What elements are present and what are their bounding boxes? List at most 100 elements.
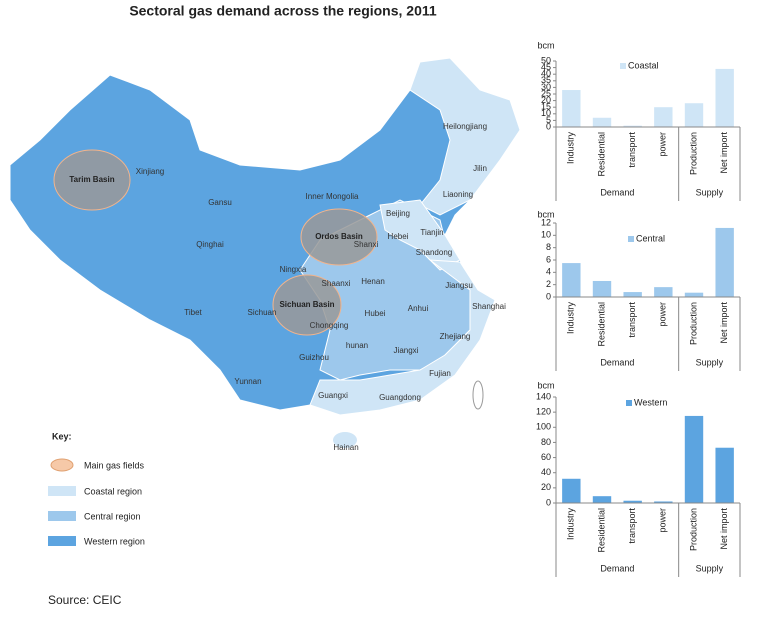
title: Sectoral gas demand across the regions, … (129, 3, 437, 19)
map-label: Shaanxi (322, 279, 351, 288)
map-label: Guangxi (318, 391, 348, 400)
key-swatch (48, 536, 76, 546)
map-label: Hubei (365, 309, 386, 318)
map-label: Henan (361, 277, 385, 286)
map: Heilongjiang Jilin Liaoning Xinjiang Gan… (9, 57, 521, 452)
coastal-region (309, 259, 496, 416)
key-label: Main gas fields (84, 460, 145, 470)
map-label: Xinjiang (136, 167, 164, 176)
x-tick-label: Net import (719, 508, 729, 550)
y-axis-label: bcm (537, 209, 554, 219)
map-label: Ningxia (280, 265, 307, 274)
y-tick-label: 6 (546, 254, 551, 264)
y-tick-label: 5 (546, 115, 551, 125)
bar (654, 107, 673, 127)
map-label: Jiangsu (445, 281, 473, 290)
bar (654, 501, 673, 503)
source: Source: CEIC (48, 593, 122, 607)
bar (592, 496, 612, 503)
key-swatch (48, 511, 76, 521)
map-label: Zhejiang (440, 332, 471, 341)
map-label: Hainan (333, 443, 358, 452)
map-label: Tianjin (420, 228, 443, 237)
bar (623, 500, 642, 503)
x-tick-label: Net import (719, 132, 729, 174)
group-label: Demand (600, 187, 634, 197)
legend-swatch (626, 400, 632, 406)
y-tick-label: 35 (541, 75, 551, 85)
key-swatch (50, 458, 74, 472)
y-tick-label: 2 (546, 279, 551, 289)
x-tick-label: power (658, 132, 668, 157)
coastal-region (379, 199, 461, 271)
bar (623, 292, 642, 297)
basin-label: Sichuan Basin (279, 300, 334, 309)
bar (684, 103, 704, 127)
map-label: Fujian (429, 369, 451, 378)
y-tick-label: 25 (541, 88, 551, 98)
key-label: Central region (84, 511, 141, 521)
y-tick-label: 80 (541, 437, 551, 447)
hainan (333, 432, 357, 448)
y-tick-label: 30 (541, 82, 551, 92)
legend-label: Coastal (628, 60, 659, 70)
group-label: Supply (696, 357, 724, 367)
x-tick-label: power (658, 508, 668, 533)
bar (592, 280, 612, 297)
group-label: Demand (600, 357, 634, 367)
x-tick-label: Production (688, 302, 698, 345)
map-label: Jilin (473, 164, 487, 173)
x-tick-label: transport (627, 302, 637, 338)
map-label: Guizhou (299, 353, 329, 362)
group-label: Demand (600, 563, 634, 573)
key-label: Western region (84, 536, 145, 546)
y-tick-label: 100 (536, 422, 551, 432)
map-label: Guangdong (379, 393, 421, 402)
bar (715, 68, 734, 127)
x-tick-label: Residential (596, 132, 606, 177)
y-axis-label: bcm (537, 380, 554, 390)
gas-field (272, 274, 342, 336)
y-tick-label: 10 (541, 230, 551, 240)
y-tick-label: 10 (541, 108, 551, 118)
key-swatch (48, 486, 76, 496)
map-label: hunan (346, 341, 368, 350)
x-tick-label: Industry (566, 132, 576, 165)
bar (562, 263, 581, 297)
bar (715, 447, 734, 503)
map-label: Jiangxi (394, 346, 419, 355)
x-tick-label: Industry (566, 508, 576, 541)
y-axis-label: bcm (537, 40, 554, 50)
y-tick-label: 50 (541, 55, 551, 65)
x-tick-label: Production (688, 508, 698, 551)
basin-label: Ordos Basin (315, 232, 363, 241)
y-tick-label: 20 (541, 95, 551, 105)
key-title: Key: (52, 431, 72, 441)
y-tick-label: 40 (541, 467, 551, 477)
y-tick-label: 4 (546, 267, 551, 277)
x-tick-label: Residential (596, 508, 606, 553)
x-tick-label: Industry (566, 302, 576, 335)
bar (654, 287, 673, 297)
y-tick-label: 60 (541, 452, 551, 462)
key: Key: Main gas fields Coastal region Cent… (48, 431, 145, 546)
taiwan (472, 380, 484, 410)
x-tick-label: transport (627, 508, 637, 544)
bar (562, 90, 581, 127)
map-label: Chongqing (310, 321, 349, 330)
x-tick-label: power (658, 302, 668, 327)
map-label: Sichuan (248, 308, 277, 317)
coastal-region (409, 57, 521, 216)
y-tick-label: 0 (546, 497, 551, 507)
y-tick-label: 15 (541, 102, 551, 112)
bar (623, 125, 642, 127)
y-tick-label: 0 (546, 121, 551, 131)
legend-swatch (628, 236, 634, 242)
map-label: Gansu (208, 198, 232, 207)
y-tick-label: 40 (541, 69, 551, 79)
map-label: Yunnan (234, 377, 261, 386)
y-tick-label: 120 (536, 407, 551, 417)
y-tick-label: 140 (536, 391, 551, 401)
map-label: Heilongjiang (443, 122, 487, 131)
